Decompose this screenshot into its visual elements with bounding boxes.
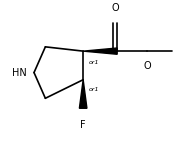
Polygon shape bbox=[79, 80, 87, 108]
Text: or1: or1 bbox=[89, 60, 99, 65]
Text: O: O bbox=[111, 3, 119, 13]
Text: HN: HN bbox=[12, 68, 26, 78]
Text: O: O bbox=[144, 61, 151, 71]
Text: or1: or1 bbox=[89, 87, 99, 92]
Text: F: F bbox=[80, 120, 86, 130]
Polygon shape bbox=[83, 48, 117, 54]
